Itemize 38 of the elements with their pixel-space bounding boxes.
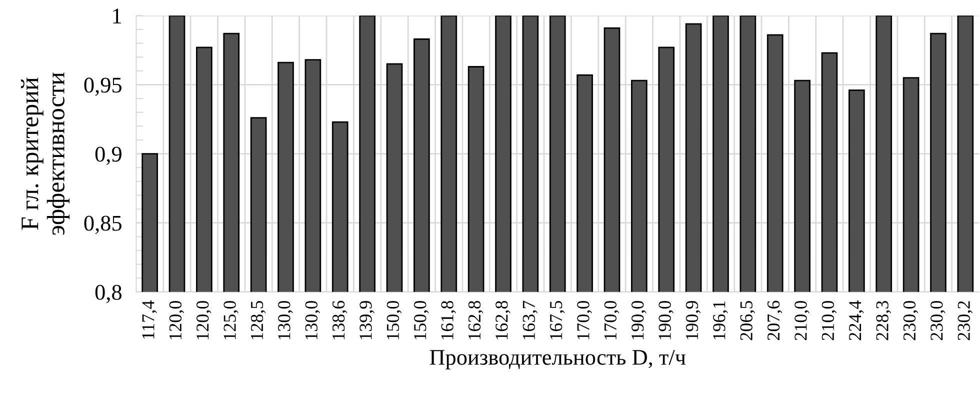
x-tick-label: 196,1 <box>713 301 728 340</box>
x-tick-label: 162,8 <box>496 300 510 340</box>
x-tick-label: 170,0 <box>577 300 592 340</box>
y-tick-label: 0,8 <box>95 284 122 304</box>
x-tick-label: 125,0 <box>224 300 238 340</box>
x-tick-label: 167,5 <box>550 300 565 340</box>
x-tick-label: 210,0 <box>794 300 810 340</box>
x-tick-label: 128,5 <box>250 300 266 340</box>
x-tick-label: 161,8 <box>441 300 456 340</box>
y-tick-label: 0,95 <box>84 78 122 96</box>
x-tick-label: 162,8 <box>468 300 484 340</box>
x-tick-label: 163,7 <box>522 300 538 340</box>
x-tick-label: 206,5 <box>740 300 756 340</box>
x-tick-label: 207,6 <box>767 300 782 340</box>
x-tick-label: 138,6 <box>332 300 348 340</box>
x-tick-label: 150,0 <box>414 300 429 340</box>
x-tick-label: 130,0 <box>278 300 293 340</box>
x-tick-label: 210,0 <box>822 300 837 340</box>
x-tick-label: 120,0 <box>196 300 212 340</box>
x-tick-label: 170,0 <box>604 300 620 340</box>
x-tick-label: 228,3 <box>876 300 891 340</box>
x-tick-label: 224,4 <box>849 300 864 340</box>
x-axis-title: Производительность D, т/ч <box>430 350 686 370</box>
x-tick-label: 230,0 <box>903 300 918 340</box>
y-axis-title: F гл. критерий эффективности <box>20 72 70 235</box>
x-tick-label: 190,0 <box>632 300 646 340</box>
x-tick-label: 130,0 <box>305 300 320 340</box>
x-tick-label: 117,4 <box>142 300 157 339</box>
x-tick-label: 190,9 <box>686 301 701 340</box>
x-tick-label: 230,2 <box>958 301 973 340</box>
x-tick-label: 190,0 <box>658 300 674 340</box>
y-tick-label: 1 <box>113 8 121 24</box>
x-tick-label: 120,0 <box>169 300 184 340</box>
x-tick-label: 230,0 <box>930 300 946 340</box>
y-tick-label: 0,85 <box>84 216 122 234</box>
x-tick-label: 150,0 <box>386 300 402 340</box>
x-tick-label: 139,9 <box>360 301 374 340</box>
y-tick-label: 0,9 <box>95 146 122 165</box>
